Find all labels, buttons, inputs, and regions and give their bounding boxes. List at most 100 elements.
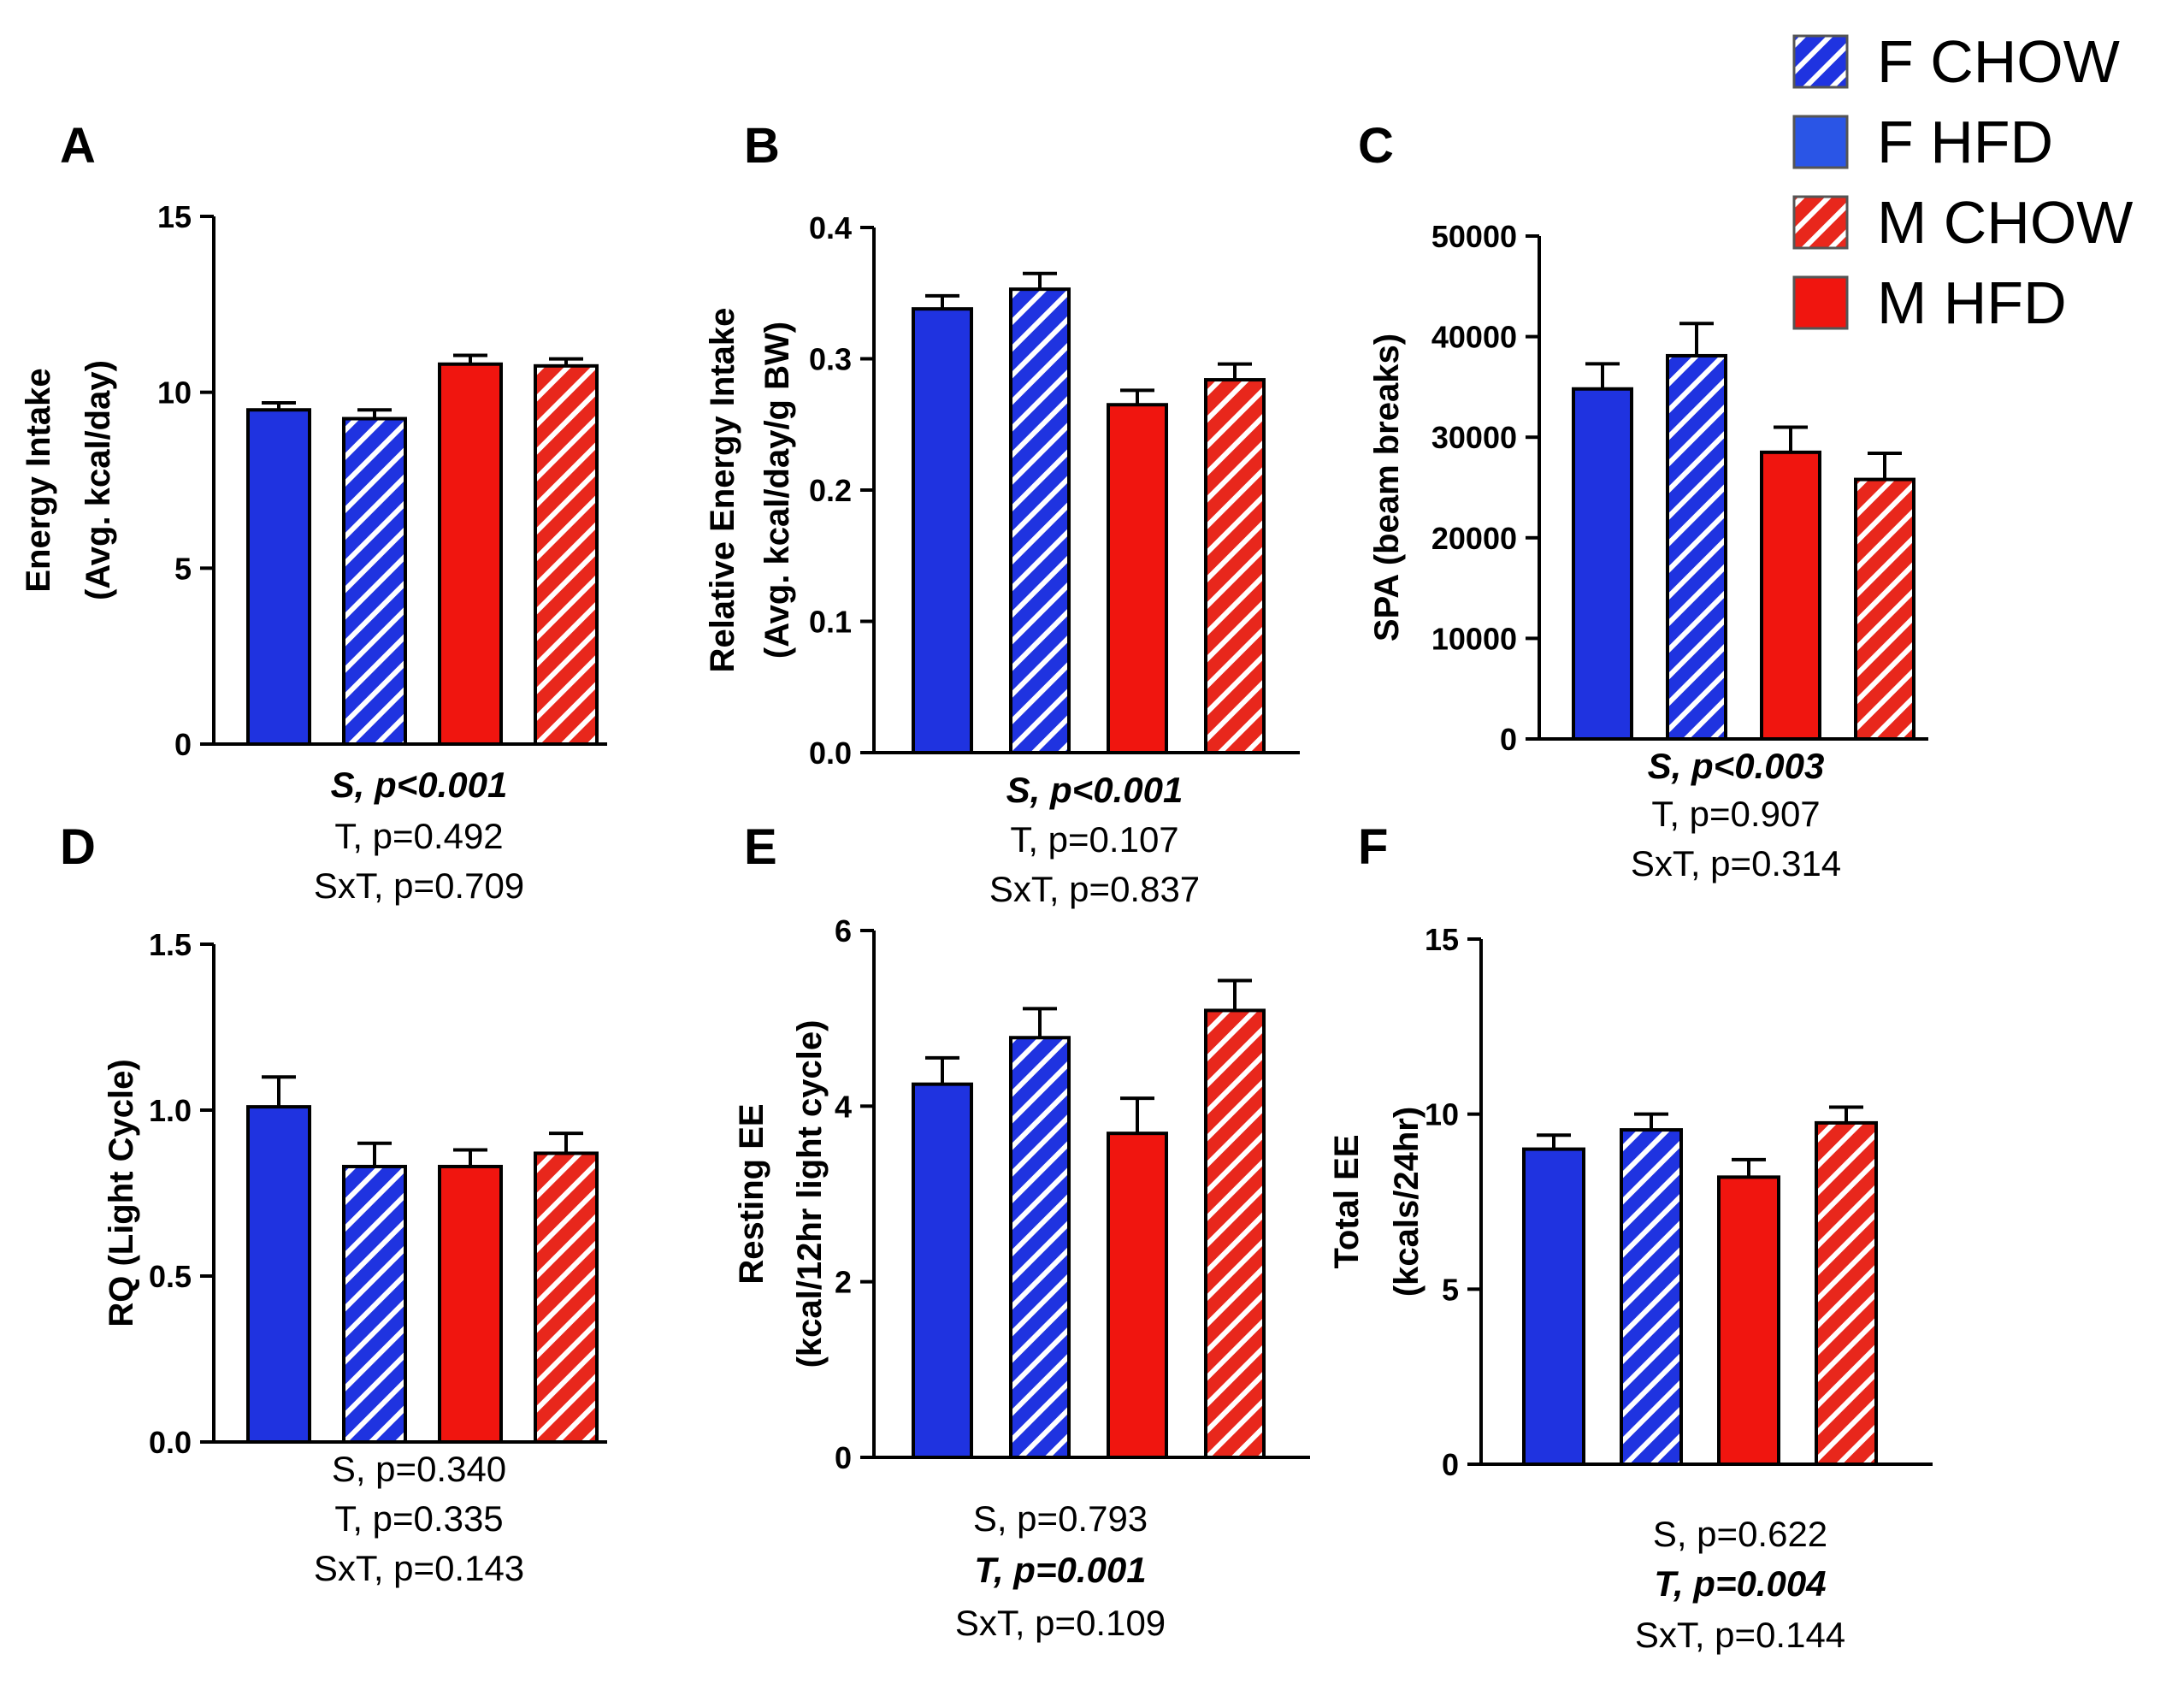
bar-m-hfd bbox=[438, 1164, 503, 1444]
y-tick-label: 0.0 bbox=[149, 1425, 192, 1460]
stat-line: T, p=0.335 bbox=[334, 1498, 503, 1539]
panel-letter: B bbox=[744, 118, 780, 174]
y-axis-title: Energy Intake bbox=[20, 368, 57, 592]
y-axis-title: (Avg. kcal/day/g BW) bbox=[758, 322, 796, 659]
bar-m-hfd bbox=[438, 362, 503, 746]
legend-swatch bbox=[1792, 195, 1849, 250]
stat-line: T, p=0.907 bbox=[1651, 794, 1820, 834]
y-tick-label: 2 bbox=[835, 1265, 852, 1300]
legend-label: M CHOW bbox=[1877, 189, 2133, 256]
bar-m-chow bbox=[534, 1151, 599, 1444]
bar-f-hfd bbox=[912, 307, 973, 755]
panel-e: E 0 2 4 6 Resting EE (kcal/12hr light cycle) S,… bbox=[733, 819, 1310, 1643]
y-axis-title: Relative Energy Intake bbox=[704, 308, 741, 673]
y-tick-label: 0.1 bbox=[809, 605, 852, 640]
y-axis-title: Resting EE bbox=[733, 1103, 770, 1284]
y-axis-title: (kcal/12hr light cycle) bbox=[791, 1020, 829, 1368]
panel-letter: A bbox=[60, 118, 96, 174]
stat-line: S, p<0.001 bbox=[331, 765, 508, 805]
bar-f-hfd bbox=[1522, 1147, 1585, 1466]
legend-swatch bbox=[1792, 115, 1849, 169]
panel-letter: F bbox=[1358, 819, 1388, 875]
panel-b: B 0.0 0.1 0.2 0.3 0.4 Relative Energy Intake (A… bbox=[704, 118, 1300, 909]
y-tick-label: 50000 bbox=[1431, 219, 1517, 254]
bar-m-hfd bbox=[1717, 1175, 1780, 1466]
panel-a: A 0 5 10 15 Energy Intake (Avg. kcal/day) S, p<… bbox=[20, 118, 607, 906]
stat-line: SxT, p=0.109 bbox=[955, 1603, 1166, 1643]
bar-f-chow bbox=[1009, 1036, 1071, 1459]
bar-m-chow bbox=[1815, 1120, 1878, 1467]
legend-label: F CHOW bbox=[1877, 28, 2120, 95]
bar-m-chow bbox=[1854, 477, 1915, 741]
y-tick-label: 1.0 bbox=[149, 1093, 192, 1128]
y-tick-label: 30000 bbox=[1431, 420, 1517, 455]
bar-m-hfd bbox=[1107, 403, 1168, 754]
stat-line: S, p=0.622 bbox=[1653, 1514, 1827, 1554]
panels: A 0 5 10 15 Energy Intake (Avg. kcal/day) S, p<… bbox=[20, 118, 1933, 1655]
legend-item: M CHOW bbox=[1792, 189, 2133, 256]
stat-line: T, p=0.492 bbox=[334, 816, 503, 856]
y-tick-label: 6 bbox=[835, 913, 852, 948]
panel-letter: C bbox=[1358, 118, 1394, 174]
bar-m-chow bbox=[1204, 1008, 1266, 1459]
y-tick-label: 10 bbox=[157, 375, 192, 411]
legend-label: M HFD bbox=[1877, 269, 2067, 336]
legend-item: F HFD bbox=[1792, 109, 2053, 175]
y-tick-label: 10 bbox=[1425, 1097, 1459, 1132]
y-tick-label: 4 bbox=[835, 1089, 852, 1124]
panel-c: C 0 10000 20000 30000 40000 50000 SPA (beam bre… bbox=[1358, 118, 1928, 883]
panel-letter: E bbox=[744, 819, 777, 875]
y-axis-title: RQ (Light Cycle) bbox=[103, 1059, 140, 1327]
y-tick-label: 5 bbox=[174, 551, 192, 586]
bar-f-chow bbox=[1620, 1128, 1683, 1466]
y-tick-label: 0.0 bbox=[809, 736, 852, 771]
panel-letter: D bbox=[60, 819, 96, 875]
stat-line: S, p<0.003 bbox=[1648, 746, 1825, 786]
stat-line: SxT, p=0.709 bbox=[314, 866, 524, 906]
y-tick-label: 0.3 bbox=[809, 342, 852, 377]
y-axis-title: SPA (beam breaks) bbox=[1368, 334, 1406, 641]
y-tick-label: 0.2 bbox=[809, 473, 852, 508]
bar-f-chow bbox=[1666, 353, 1727, 741]
y-tick-label: 20000 bbox=[1431, 521, 1517, 556]
y-tick-label: 0 bbox=[174, 727, 192, 762]
y-axis-title: (Avg. kcal/day) bbox=[80, 360, 117, 600]
y-tick-label: 0.5 bbox=[149, 1259, 192, 1294]
stat-line: T, p=0.001 bbox=[974, 1550, 1146, 1590]
y-tick-label: 5 bbox=[1442, 1272, 1459, 1307]
bar-f-hfd bbox=[912, 1082, 973, 1459]
legend-swatch bbox=[1792, 275, 1849, 330]
bar-f-hfd bbox=[246, 1105, 311, 1444]
panel-d: D 0.0 0.5 1.0 1.5 RQ (Light Cycle) S, p=0.340 T… bbox=[60, 819, 607, 1588]
y-tick-label: 40000 bbox=[1431, 320, 1517, 355]
y-tick-label: 10000 bbox=[1431, 621, 1517, 656]
y-axis-title: Total EE bbox=[1328, 1134, 1366, 1268]
stat-line: SxT, p=0.314 bbox=[1631, 843, 1841, 883]
y-tick-label: 0 bbox=[1442, 1447, 1459, 1482]
y-tick-label: 0.4 bbox=[809, 210, 852, 245]
legend: F CHOW F HFD M CHOW M HFD bbox=[1792, 28, 2133, 336]
y-tick-label: 15 bbox=[1425, 922, 1459, 957]
stat-line: SxT, p=0.143 bbox=[314, 1548, 524, 1588]
bar-m-hfd bbox=[1760, 450, 1821, 742]
bar-f-chow bbox=[1009, 287, 1071, 754]
stat-line: T, p=0.107 bbox=[1010, 819, 1178, 860]
y-tick-label: 15 bbox=[157, 199, 192, 234]
bar-f-hfd bbox=[246, 408, 311, 746]
stat-line: T, p=0.004 bbox=[1654, 1563, 1826, 1604]
stat-line: SxT, p=0.144 bbox=[1635, 1615, 1845, 1655]
legend-swatch bbox=[1792, 34, 1849, 89]
legend-item: M HFD bbox=[1792, 269, 2067, 336]
panel-f: F 0 5 10 15 Total EE (kcals/24hr) S, p=0.622 T, … bbox=[1328, 819, 1933, 1655]
stat-line: SxT, p=0.837 bbox=[989, 869, 1200, 909]
bar-m-hfd bbox=[1107, 1132, 1168, 1460]
legend-label: F HFD bbox=[1877, 109, 2053, 175]
stat-line: S, p=0.340 bbox=[332, 1449, 506, 1489]
bar-m-chow bbox=[534, 363, 599, 746]
y-axis-title: (kcals/24hr) bbox=[1388, 1107, 1426, 1297]
stat-line: S, p=0.793 bbox=[973, 1498, 1148, 1539]
legend-item: F CHOW bbox=[1792, 28, 2120, 95]
y-tick-label: 0 bbox=[835, 1440, 852, 1475]
bar-m-chow bbox=[1204, 378, 1266, 754]
